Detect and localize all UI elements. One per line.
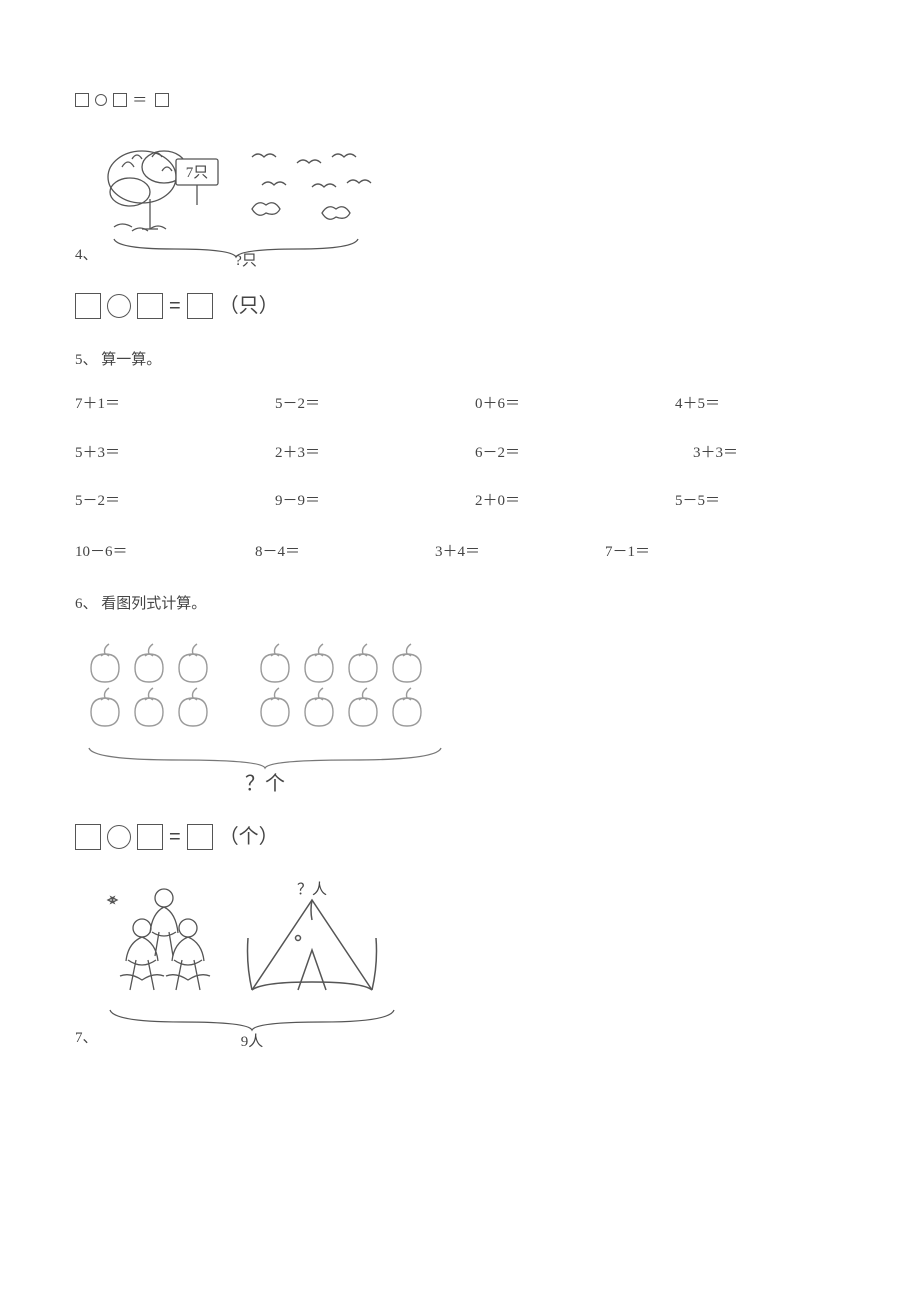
calc-cell: 3＋4＝ [435,541,605,564]
question-4-row: 4、 7只 ?只 [75,137,845,267]
equals-text: = [169,291,181,321]
calc-cell: 8－4＝ [255,541,435,564]
equals-text: = [169,822,181,852]
equation-q6: = （个） [75,822,845,852]
apples-left [91,644,207,726]
question-number: 4、 [75,244,98,267]
circle-icon [95,94,107,106]
square-icon [187,293,213,319]
brace-label: ？个 [245,772,285,795]
question-number: 5、 [75,352,98,368]
calc-cell: 7＋1＝ [75,393,275,416]
people-group [108,889,210,990]
calc-cell: 5－2＝ [75,490,275,513]
equation-unit: （个） [219,822,279,852]
square-icon [113,93,127,107]
question-6-intro: 6、 看图列式计算。 [75,593,845,616]
calc-cell: 5＋3＝ [75,442,275,465]
apples-figure: ？个 [75,638,455,798]
question-7-row: 7、 ？人 9人 [75,880,845,1050]
brace-label: 9人 [240,1033,263,1050]
calc-cell: 0＋6＝ [475,393,675,416]
tent-label: ？人 [297,881,327,898]
circle-icon [107,825,131,849]
tent-icon [247,900,376,990]
calc-cell: 5－2＝ [275,393,475,416]
circle-icon [107,294,131,318]
square-icon [75,93,89,107]
square-icon [75,293,101,319]
birds-tree-figure: 7只 ?只 [102,137,382,267]
calc-cell: 4＋5＝ [675,393,845,416]
placeholder-equation-small: ＝ [75,90,845,113]
equation-q4: = （只） [75,291,845,321]
calc-grid-row4: 10－6＝ 8－4＝ 3＋4＝ 7－1＝ [75,541,845,564]
calc-cell: 2＋3＝ [275,442,475,465]
square-icon [155,93,169,107]
brace-label: ?只 [235,253,257,267]
question-title: 看图列式计算。 [101,596,206,612]
calc-cell: 10－6＝ [75,541,255,564]
apples-right [261,644,421,726]
question-5-intro: 5、 算一算。 [75,349,845,372]
calc-cell: 3＋3＝ [675,442,845,465]
calc-grid-main: 7＋1＝ 5－2＝ 0＋6＝ 4＋5＝ 5＋3＝ 2＋3＝ 6－2＝ 3＋3＝ … [75,393,845,513]
question-title: 算一算。 [101,352,161,368]
calc-cell: 5－5＝ [675,490,845,513]
question-number: 7、 [75,1027,98,1050]
equation-unit: （只） [219,291,279,321]
square-icon [75,824,101,850]
equals-text: ＝ [132,93,149,109]
calc-cell: 2＋0＝ [475,490,675,513]
calc-cell: 6－2＝ [475,442,675,465]
square-icon [137,293,163,319]
calc-cell: 7－1＝ [605,541,775,564]
question-number: 6、 [75,596,98,612]
calc-cell: 9－9＝ [275,490,475,513]
tree-sign-label: 7只 [185,165,208,181]
square-icon [137,824,163,850]
square-icon [187,824,213,850]
people-tent-figure: ？人 9人 [102,880,422,1050]
birds-group [252,154,371,219]
